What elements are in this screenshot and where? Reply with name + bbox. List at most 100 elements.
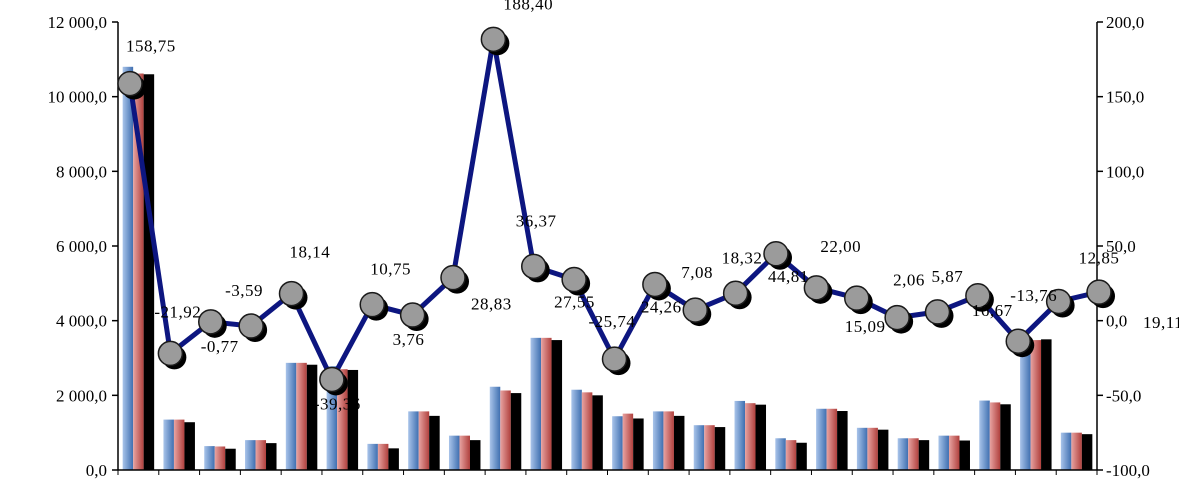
line-data-label: -3,59 [225,281,263,300]
bar-series-2-bar [1030,340,1042,470]
right-tick-label: 150,0 [1106,88,1144,107]
bar-series-1-bar [245,440,256,470]
left-tick-label: 2 000,0 [56,386,107,405]
bar-series-1-bar [734,400,746,470]
bar-series-3-bar [714,427,726,470]
bar-series-2-bar [1071,432,1082,470]
bar-series-3-bar [225,448,236,470]
bar-series-2-bar [704,425,715,470]
bar-series-1-bar [530,337,542,470]
bar-series-2-bar [500,390,511,470]
line-data-label: 3,76 [393,330,425,349]
bar-series-3-bar [551,340,563,470]
bar-series-2-bar [214,446,226,470]
bar-series-3-bar [306,364,318,470]
left-tick-label: 0,0 [86,461,107,480]
line-marker [924,299,951,325]
line-marker [399,302,426,328]
left-tick-label: 4 000,0 [56,312,107,331]
bar-series-1-bar [612,416,623,470]
bar-series-3-bar [673,415,685,470]
line-data-label: 10,75 [370,260,411,279]
data-labels: 158,75 -21,92-0,77 -3,59 18,14 -39,36 10,75 3,… [126,0,1179,413]
bar-series-1-bar [816,408,827,470]
bar-series-3-bar [592,395,603,470]
bar-series-1-bar [571,389,582,470]
bar-series-1-bar [489,386,501,470]
line-data-label: 16,67 [972,301,1013,320]
line-marker [1045,288,1072,315]
axes: 0,0 2 000,0 4 000,0 6 000,0 8 000,0 10 000,0 1… [48,13,1150,480]
line-marker [561,266,587,293]
bar-series-2-bar [745,403,756,470]
line-data-label: -25,74 [589,312,636,331]
bar-series-1-bar [408,411,419,470]
bar-series-3-bar [755,404,767,470]
line-data-label: -21,92 [154,302,201,321]
right-tick-label: 100,0 [1106,162,1144,181]
line-data-label: 22,00 [820,237,861,256]
line-marker [157,340,184,367]
bar-series-3-bar [918,440,930,470]
bar-series-1-bar [693,425,705,470]
line-data-label: -13,76 [1010,286,1057,305]
line-data-label: 27,55 [554,293,595,312]
bar-series-2-bar [173,419,185,470]
line-marker [803,275,830,301]
line-marker [722,280,749,307]
bar-series-2-bar [541,337,552,470]
bar-series-3-bar [266,443,277,470]
line-data-label: 5,87 [932,267,964,286]
bar-series-3-bar [388,448,399,470]
bar-series-2-bar [133,73,144,471]
line-data-label: 2,06 [893,271,925,290]
line-marker [117,70,143,97]
line-data-label: -39,36 [314,394,361,413]
line-data-label: 12,85 [1079,248,1120,267]
line-marker [601,346,628,372]
bar-series-1-bar [979,400,990,470]
bar-series-1-bar [122,66,134,471]
line-marker [884,304,910,331]
bar-series-1-bar [938,435,949,470]
bar-series-2-bar [255,440,267,470]
bar-series-2-bar [826,408,838,470]
bar-series-2-bar [418,411,430,470]
bar-series-2-bar [785,440,797,470]
bar-series-1-bar [285,362,297,470]
right-tick-label: -100,0 [1106,461,1150,480]
bar-series-2-bar [622,413,634,470]
line-marker [763,241,789,267]
bar-series-1-bar [448,435,460,470]
bar-series-2-bar [989,402,1001,470]
line-data-label: 15,09 [845,317,886,336]
bar-series-3-bar [837,411,848,470]
line-data-label: 188,40 [503,0,553,13]
bar-series-1-bar [163,419,174,470]
bar-series-3-bar [429,415,440,470]
right-tick-label: 50,0 [1106,237,1136,256]
line-marker [359,291,385,318]
line-data-label: -0,77 [201,337,239,356]
line-data-label: 24,26 [641,297,682,316]
bar-series-3-bar [347,369,359,470]
bar-series-2-bar [908,438,919,470]
bar-series-1-bar [1060,432,1072,470]
right-tick-label: 200,0 [1106,13,1144,32]
bar-series-1-bar [367,443,378,470]
bar-series-2-bar [459,435,470,470]
line-marker [440,264,466,291]
right-tick-label: 0,0 [1106,312,1127,331]
bar-series-3-bar [184,422,195,470]
line-data-label: 36,37 [516,211,557,230]
left-tick-label: 10 000,0 [48,88,108,107]
bar-series-3-bar [877,429,889,470]
bar-series-3-bar [469,440,481,470]
bar-series-1-bar [775,438,786,470]
line-marker [480,26,507,53]
bar-series-3-bar [1041,339,1052,470]
line-marker [238,313,264,339]
bar-series-3-bar [796,442,807,470]
line-marker [319,366,345,393]
